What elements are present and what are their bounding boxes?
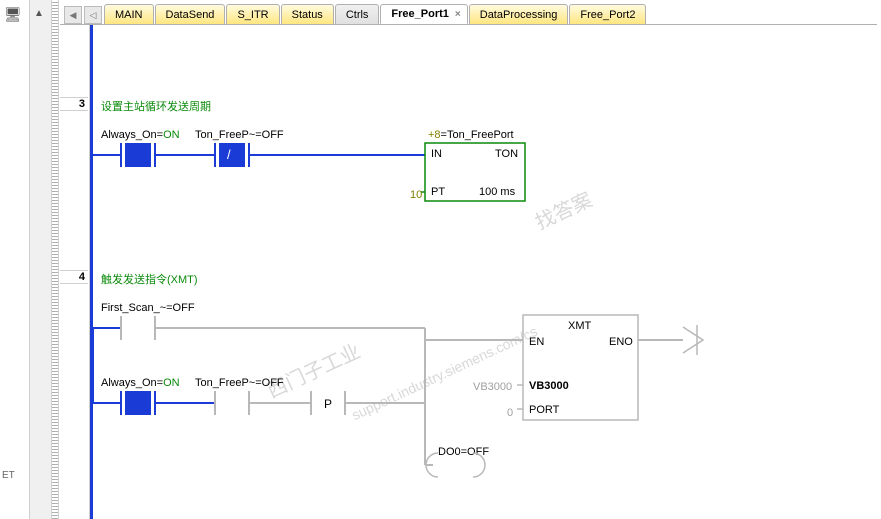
svg-text:P: P <box>324 397 332 411</box>
tab-main[interactable]: MAIN <box>104 4 154 24</box>
rung-number: 4 <box>60 270 88 284</box>
svg-text:TON: TON <box>495 148 518 160</box>
svg-text:IN: IN <box>431 148 442 160</box>
tab-nav-left2[interactable]: ◁ <box>84 6 102 24</box>
svg-text:EN: EN <box>529 336 544 348</box>
svg-text:XMT: XMT <box>568 320 592 332</box>
ladder-canvas[interactable]: 西门子工业 support.industry.siemens.com/cs 找答… <box>93 25 877 519</box>
rung4-svg: P XMT EN ENO VB3000 PORT <box>93 265 877 519</box>
side-panel: 🖥 ET <box>0 0 30 519</box>
side-scroll[interactable]: ▲ <box>30 0 52 519</box>
rung-number: 3 <box>60 97 88 111</box>
tab-freeport2[interactable]: Free_Port2 <box>569 4 646 24</box>
ladder-editor: 3 4 西门子工业 support.industry.siemens.com/c… <box>60 24 877 519</box>
rung3-svg: / IN TON PT 100 ms <box>93 25 877 225</box>
tab-bar: ◀ ◁ MAIN DataSend S_ITR Status Ctrls Fre… <box>64 2 877 24</box>
svg-text:VB3000: VB3000 <box>529 380 569 392</box>
tab-datasend[interactable]: DataSend <box>155 4 226 24</box>
tab-nav-left[interactable]: ◀ <box>64 6 82 24</box>
tab-label: Free_Port1 <box>391 8 448 20</box>
tab-dataprocessing[interactable]: DataProcessing <box>469 4 569 24</box>
side-label: ET <box>2 470 15 481</box>
svg-text:ENO: ENO <box>609 336 633 348</box>
scroll-up-icon[interactable]: ▲ <box>34 8 44 19</box>
svg-text:PORT: PORT <box>529 404 560 416</box>
tab-status[interactable]: Status <box>281 4 334 24</box>
splitter-grip[interactable] <box>52 0 59 519</box>
svg-text:100 ms: 100 ms <box>479 186 516 198</box>
gutter: 3 4 <box>60 25 90 519</box>
tab-freeport1[interactable]: Free_Port1 × <box>380 4 467 24</box>
tab-sitr[interactable]: S_ITR <box>226 4 279 24</box>
tab-ctrls[interactable]: Ctrls <box>335 4 380 24</box>
svg-text:/: / <box>227 147 231 162</box>
svg-text:PT: PT <box>431 186 445 198</box>
close-icon[interactable]: × <box>455 9 461 20</box>
monitor-icon: 🖥 <box>4 6 22 23</box>
